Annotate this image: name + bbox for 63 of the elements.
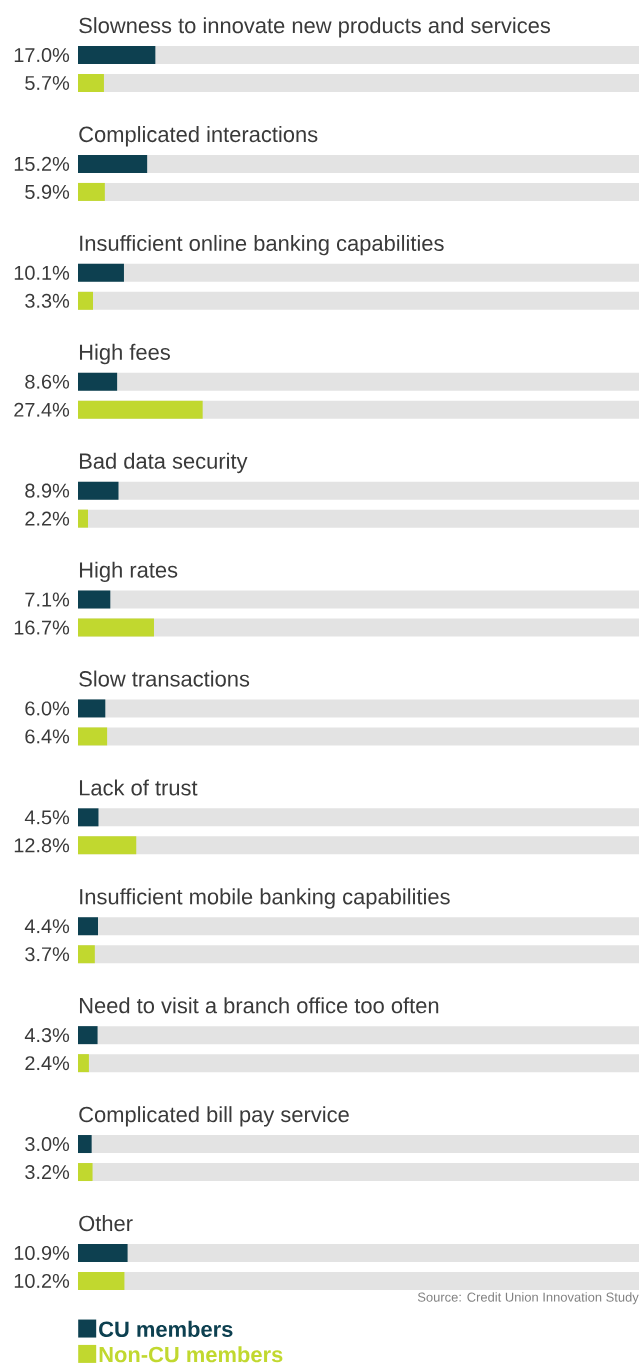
data-label: 4.4%	[24, 919, 70, 934]
bar	[78, 509, 89, 528]
bar	[78, 1243, 128, 1262]
data-label: 8.6%	[25, 374, 70, 389]
bar	[78, 917, 99, 936]
source-note: Source: Credit Union Innovation Study	[417, 1292, 639, 1305]
bar	[78, 1135, 92, 1154]
data-label: 27.4%	[14, 402, 70, 417]
bar	[78, 1026, 98, 1045]
y-tick-label: High fees	[80, 343, 170, 365]
y-tick-label: Insufficient online banking capabilities	[80, 234, 444, 256]
data-label: 5.9%	[25, 184, 70, 199]
legend-label: Non-CU members	[99, 1346, 283, 1363]
bar	[78, 699, 106, 718]
data-label: 10.2%	[14, 1273, 70, 1288]
bar	[78, 836, 137, 855]
data-label: 3.0%	[25, 1136, 70, 1152]
y-tick-label: Slowness to innovate new products and services	[79, 17, 551, 38]
data-label: 8.9%	[25, 483, 70, 498]
y-tick-label: Slow transactions	[79, 670, 250, 687]
y-tick-label: High rates	[80, 561, 178, 583]
bar	[78, 46, 156, 65]
bar	[78, 1271, 125, 1290]
y-tick-label: Bad data security	[80, 452, 248, 474]
data-label: 3.3%	[25, 293, 70, 308]
bar	[78, 945, 95, 964]
data-label: 16.7%	[14, 620, 70, 635]
bar	[78, 291, 94, 310]
bar	[78, 590, 111, 609]
y-tick-label: Complicated interactions	[79, 126, 318, 147]
y-tick-label: Lack of trust	[80, 779, 198, 796]
legend-label: CU members	[99, 1320, 233, 1337]
y-tick-label: Other	[79, 1215, 133, 1232]
bar	[78, 1054, 89, 1073]
data-label: 4.5%	[24, 810, 70, 825]
bar	[78, 808, 99, 827]
data-label: 4.3%	[24, 1028, 70, 1043]
data-label: 3.7%	[25, 947, 70, 962]
y-tick-label: Insufficient mobile banking capabilities	[80, 888, 450, 909]
bar	[78, 74, 104, 93]
data-label: 10.9%	[14, 1245, 70, 1260]
bar	[78, 1163, 93, 1182]
y-tick-label: Need to visit a branch office too often	[80, 997, 439, 1014]
data-label: 10.1%	[14, 265, 70, 280]
bar	[78, 372, 118, 391]
bar	[78, 400, 203, 419]
bar	[78, 182, 105, 201]
bar	[78, 154, 148, 173]
data-label: 2.2%	[25, 511, 70, 526]
data-label: 12.8%	[14, 838, 70, 853]
data-label: 5.7%	[25, 76, 70, 91]
data-label: 17.0%	[14, 47, 70, 63]
bar	[78, 618, 154, 637]
data-label: 2.4%	[25, 1056, 70, 1071]
data-label: 6.0%	[25, 701, 70, 716]
data-label: 7.1%	[25, 592, 70, 607]
bar	[78, 481, 119, 500]
y-tick-label: Complicated bill pay service	[79, 1106, 349, 1127]
bar	[78, 263, 124, 282]
data-label: 15.2%	[14, 156, 70, 171]
data-label: 6.4%	[25, 729, 70, 744]
bar	[78, 727, 108, 746]
data-label: 3.2%	[25, 1164, 70, 1180]
